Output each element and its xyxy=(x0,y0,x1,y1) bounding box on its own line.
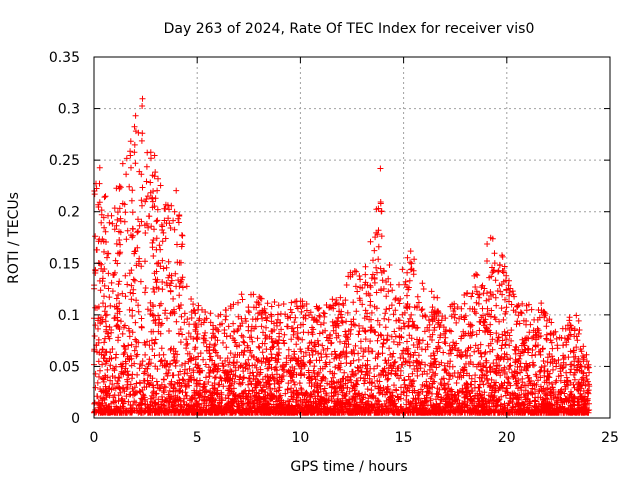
x-tick-label: 20 xyxy=(498,430,516,446)
y-tick-label: 0.35 xyxy=(49,50,80,66)
y-tick-label: 0.2 xyxy=(58,205,80,221)
x-tick-label: 15 xyxy=(395,430,413,446)
x-tick-label: 10 xyxy=(291,430,309,446)
x-tick-label: 5 xyxy=(193,430,202,446)
x-tick-label: 25 xyxy=(601,430,619,446)
y-tick-label: 0 xyxy=(71,411,80,427)
y-tick-label: 0.05 xyxy=(49,359,80,375)
data-points xyxy=(91,95,593,416)
plot-frame xyxy=(93,56,611,419)
roti-points xyxy=(91,95,593,416)
axis-ticks: 0 5 10 15 20 25 0 0.05 0.1 0.15 0.2 0.25 0.3 0.35 xyxy=(49,50,619,446)
chart-title: Day 263 of 2024, Rate Of TEC Index for r… xyxy=(164,21,535,37)
x-axis-label: GPS time / hours xyxy=(290,459,407,475)
y-tick-label: 0.3 xyxy=(58,102,80,118)
y-axis-label: ROTI / TECUs xyxy=(6,192,22,284)
y-tick-label: 0.1 xyxy=(58,308,80,324)
x-tick-label: 0 xyxy=(90,430,99,446)
y-tick-label: 0.25 xyxy=(49,153,80,169)
y-tick-label: 0.15 xyxy=(49,256,80,272)
